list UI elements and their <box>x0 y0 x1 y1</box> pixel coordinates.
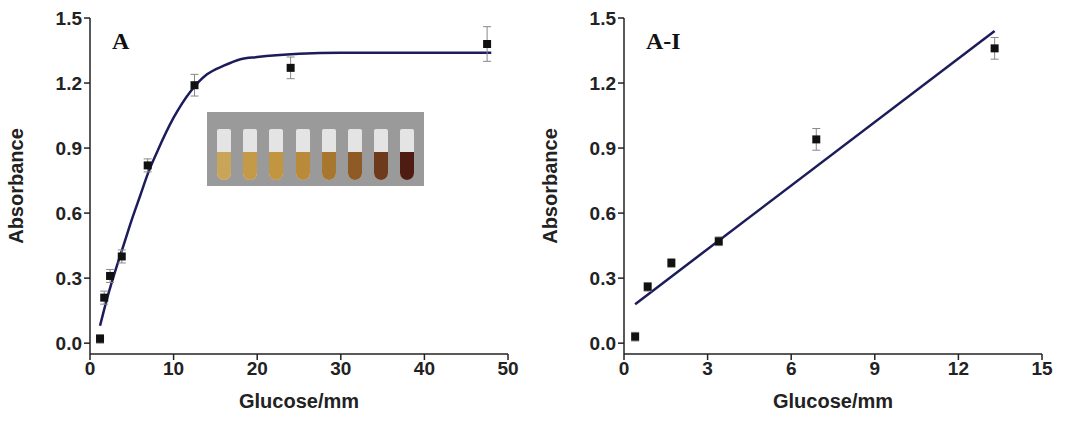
svg-text:Absorbance: Absorbance <box>5 128 27 244</box>
svg-text:20: 20 <box>247 358 268 379</box>
svg-text:1.5: 1.5 <box>590 8 617 29</box>
svg-text:0.0: 0.0 <box>56 333 82 354</box>
svg-text:50: 50 <box>497 358 518 379</box>
svg-text:10: 10 <box>163 358 184 379</box>
svg-text:0.3: 0.3 <box>56 268 82 289</box>
svg-text:0.6: 0.6 <box>590 203 616 224</box>
svg-text:Glucose/mm: Glucose/mm <box>239 390 359 412</box>
svg-text:3: 3 <box>702 358 713 379</box>
svg-text:0: 0 <box>85 358 96 379</box>
svg-text:0.3: 0.3 <box>590 268 616 289</box>
svg-text:40: 40 <box>414 358 435 379</box>
svg-text:6: 6 <box>786 358 797 379</box>
svg-text:0.6: 0.6 <box>56 203 82 224</box>
svg-text:1.2: 1.2 <box>56 73 82 94</box>
svg-text:0.9: 0.9 <box>590 138 616 159</box>
svg-text:0: 0 <box>619 358 630 379</box>
svg-text:12: 12 <box>948 358 969 379</box>
svg-text:Glucose/mm: Glucose/mm <box>773 390 893 412</box>
svg-text:0.9: 0.9 <box>56 138 82 159</box>
svg-text:30: 30 <box>330 358 351 379</box>
svg-text:Absorbance: Absorbance <box>539 128 561 244</box>
svg-text:15: 15 <box>1031 358 1053 379</box>
svg-text:0.0: 0.0 <box>590 333 616 354</box>
html-text:A-I: A-I <box>646 28 681 54</box>
html-text:A: A <box>112 28 130 54</box>
svg-text:1.2: 1.2 <box>590 73 616 94</box>
svg-text:9: 9 <box>870 358 881 379</box>
svg-text:1.5: 1.5 <box>56 8 83 29</box>
